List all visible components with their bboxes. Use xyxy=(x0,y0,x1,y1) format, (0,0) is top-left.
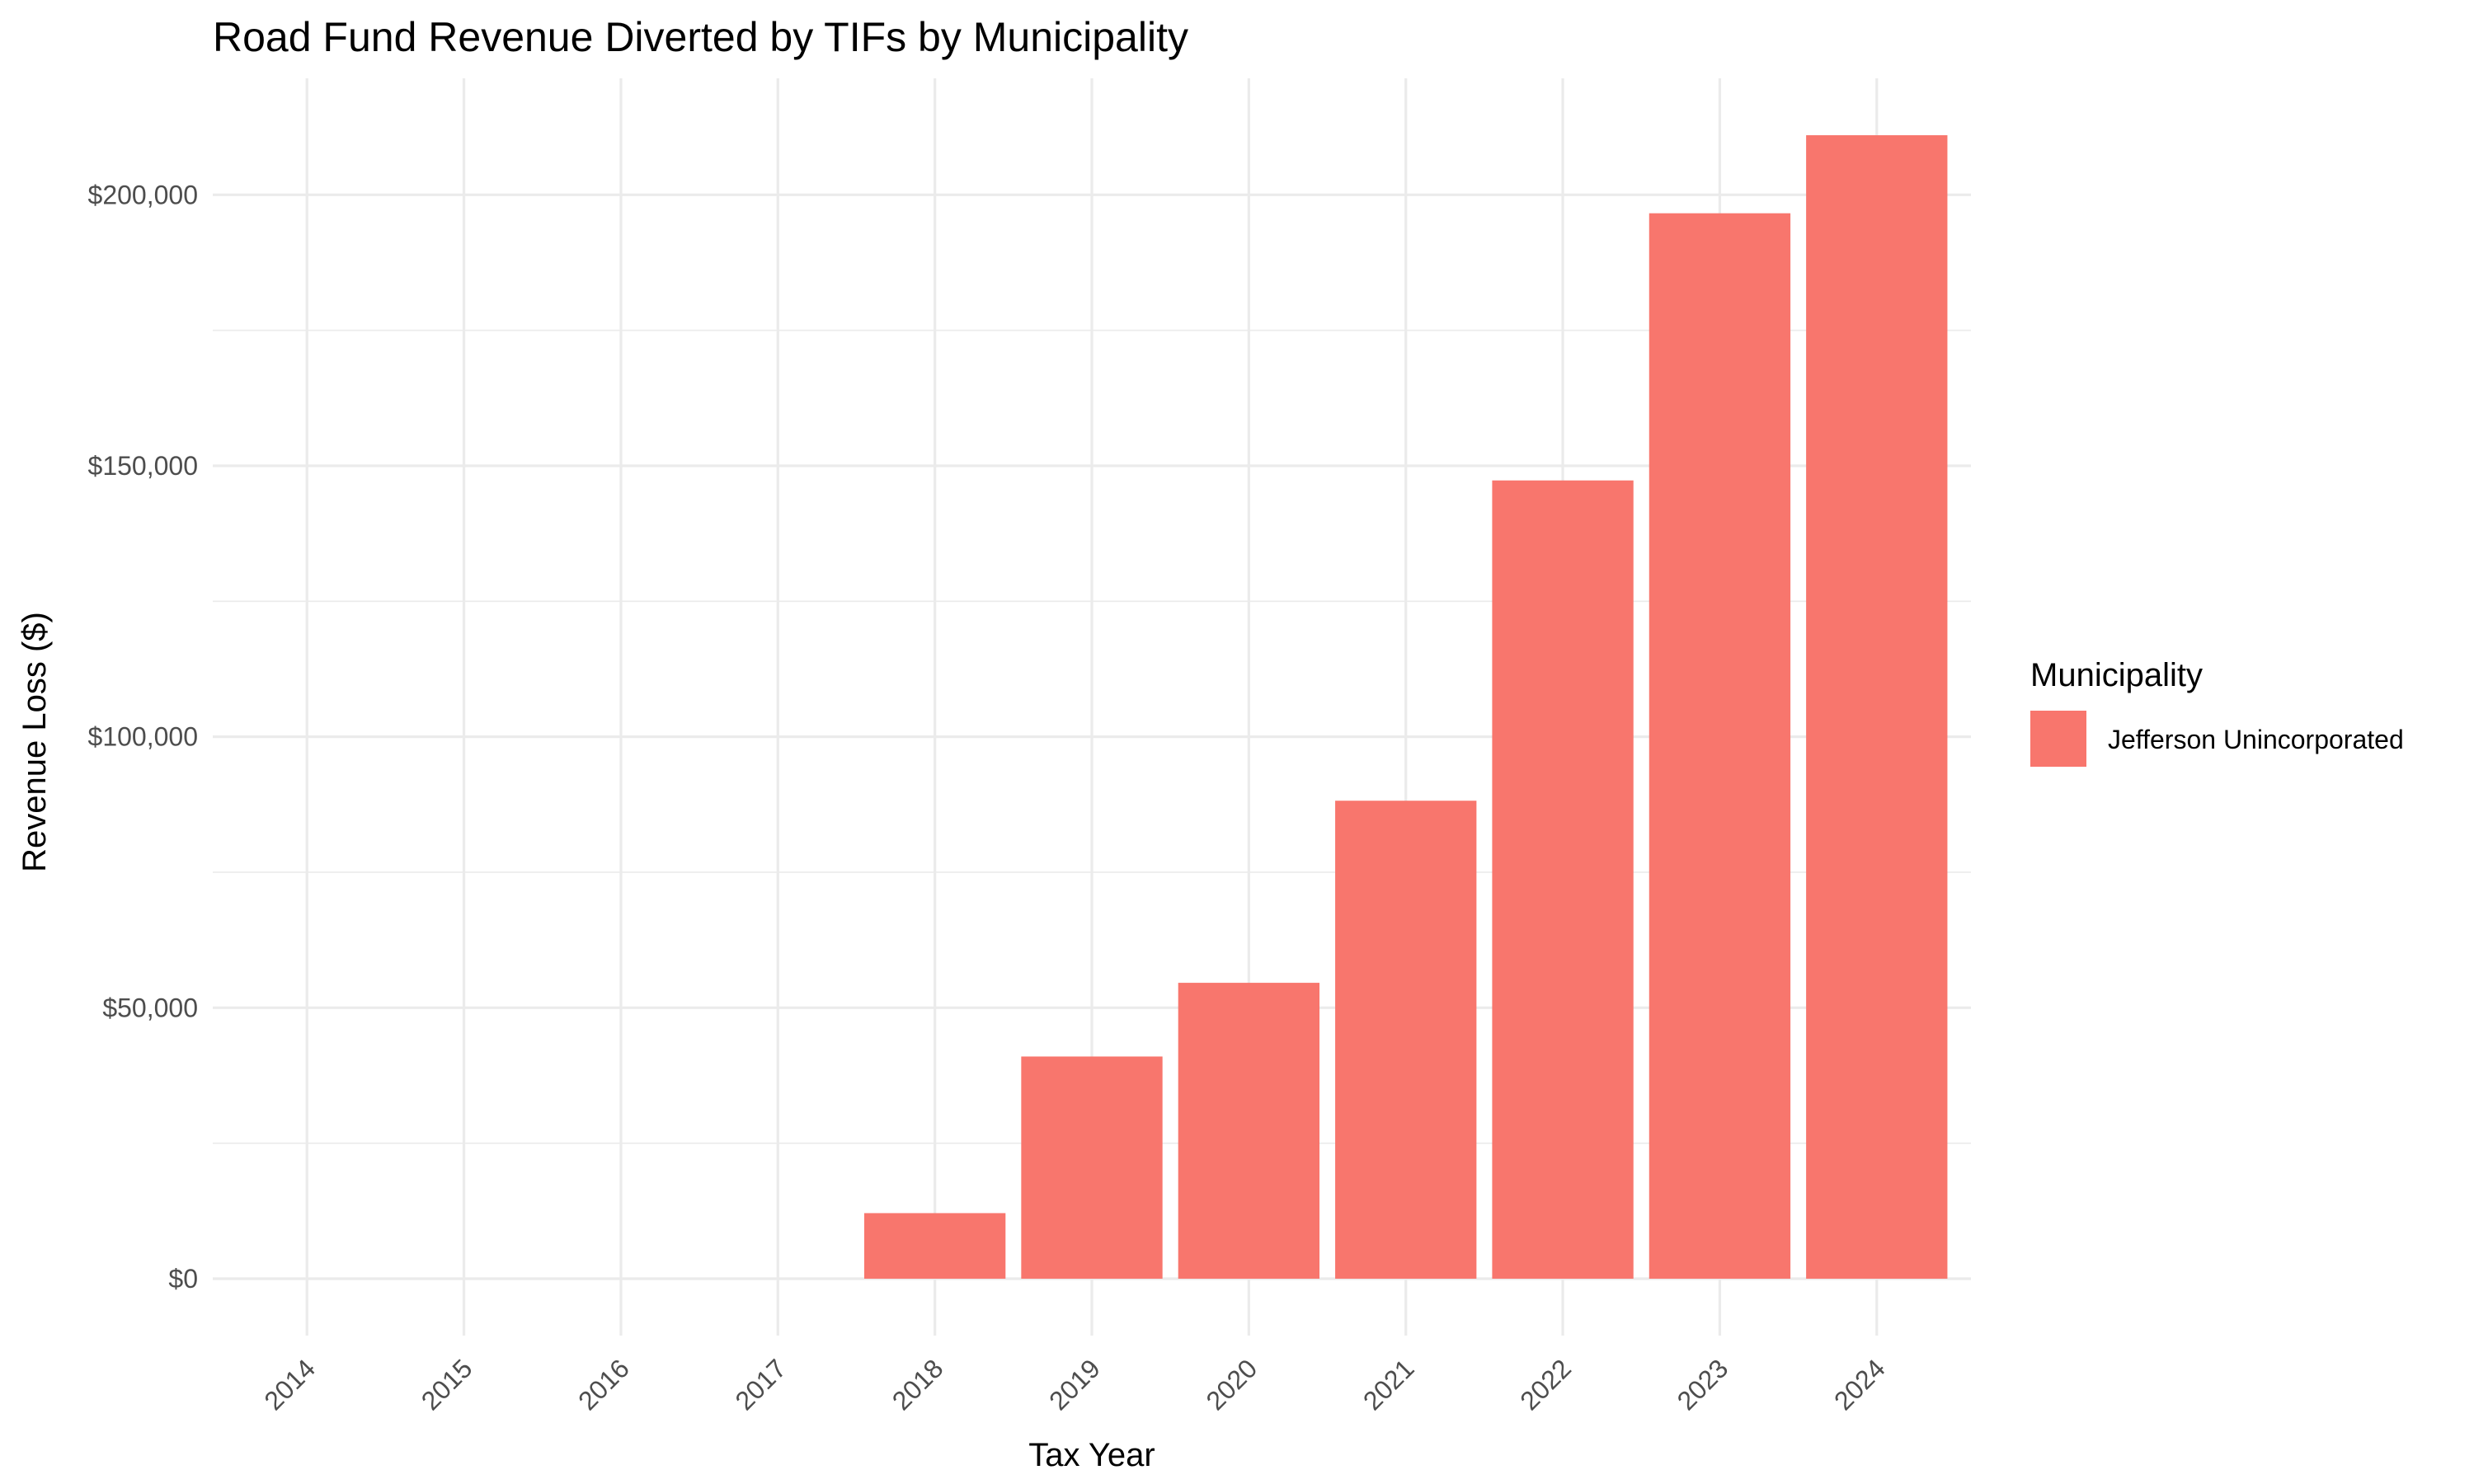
x-axis-title: Tax Year xyxy=(1028,1437,1155,1473)
y-tick-label: $100,000 xyxy=(88,722,198,752)
bar-2020 xyxy=(1178,983,1320,1279)
y-axis-tick-labels: $0 $50,000 $100,000 $150,000 $200,000 xyxy=(88,180,198,1294)
y-axis-title: Revenue Loss ($) xyxy=(16,612,53,872)
bar-2024 xyxy=(1806,135,1948,1279)
bars xyxy=(863,135,1948,1279)
y-tick-label: $0 xyxy=(168,1264,198,1294)
legend: Municipality Jefferson Unincorporated xyxy=(2030,657,2404,767)
bar-2021 xyxy=(1335,801,1477,1279)
legend-label-jefferson-unincorporated: Jefferson Unincorporated xyxy=(2108,725,2404,754)
bar-2018 xyxy=(863,1213,1006,1279)
legend-key-jefferson-unincorporated xyxy=(2030,711,2086,767)
y-tick-label: $50,000 xyxy=(102,993,198,1022)
plot-panel: $0$50,000$100,000$150,000$200,000 2014 20… xyxy=(88,78,1971,1416)
y-tick-label: $200,000 xyxy=(88,180,198,209)
chart-title: Road Fund Revenue Diverted by TIFs by Mu… xyxy=(213,14,1188,60)
legend-title: Municipality xyxy=(2030,657,2203,693)
bar-2023 xyxy=(1649,213,1791,1279)
bar-2019 xyxy=(1021,1056,1163,1279)
bar-2022 xyxy=(1492,480,1634,1279)
y-tick-label: $150,000 xyxy=(88,451,198,481)
